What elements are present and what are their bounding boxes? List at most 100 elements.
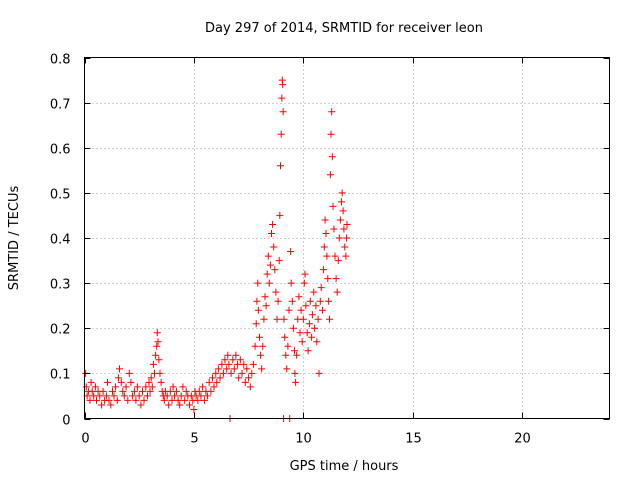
data-point bbox=[160, 396, 168, 404]
data-point bbox=[310, 288, 318, 296]
data-point bbox=[334, 257, 342, 265]
data-point bbox=[105, 396, 113, 404]
data-point bbox=[328, 153, 336, 161]
data-point bbox=[269, 221, 277, 228]
data-point bbox=[223, 365, 231, 373]
data-point bbox=[165, 401, 173, 409]
data-point bbox=[122, 383, 130, 391]
data-point bbox=[300, 279, 308, 287]
data-point bbox=[116, 365, 123, 373]
data-point bbox=[265, 279, 273, 287]
data-point bbox=[331, 252, 339, 260]
data-point bbox=[142, 383, 150, 391]
y-tick-label: 0.7 bbox=[50, 98, 71, 113]
data-point bbox=[109, 387, 116, 395]
data-point bbox=[268, 230, 275, 237]
data-point bbox=[132, 396, 140, 404]
data-point bbox=[212, 369, 220, 377]
data-point bbox=[325, 297, 333, 305]
data-point bbox=[336, 216, 344, 224]
data-point bbox=[281, 333, 289, 341]
data-point bbox=[289, 324, 297, 332]
data-point bbox=[139, 387, 146, 395]
data-point bbox=[324, 275, 332, 283]
data-point bbox=[205, 378, 213, 386]
data-point bbox=[113, 396, 121, 404]
data-point bbox=[93, 396, 100, 404]
data-point bbox=[298, 338, 306, 346]
data-point bbox=[130, 387, 138, 395]
data-point bbox=[248, 369, 256, 377]
data-point bbox=[259, 342, 267, 350]
data-point bbox=[323, 252, 331, 260]
data-point bbox=[254, 306, 262, 314]
data-point bbox=[214, 365, 222, 373]
data-point bbox=[145, 378, 153, 386]
data-point bbox=[332, 275, 340, 283]
data-point bbox=[306, 297, 314, 305]
y-tick-label: 0 bbox=[62, 414, 70, 429]
data-point bbox=[279, 81, 287, 89]
data-point bbox=[257, 351, 265, 359]
data-point bbox=[246, 383, 254, 391]
data-point bbox=[340, 225, 348, 233]
data-point bbox=[90, 392, 98, 400]
data-point bbox=[199, 383, 207, 391]
data-point bbox=[312, 302, 320, 310]
data-point bbox=[317, 284, 325, 292]
data-point bbox=[190, 406, 198, 413]
data-point bbox=[271, 266, 279, 274]
data-point bbox=[218, 360, 226, 368]
data-point bbox=[225, 360, 233, 368]
data-points bbox=[82, 76, 351, 422]
data-point bbox=[99, 387, 107, 395]
data-point bbox=[177, 392, 185, 400]
data-point bbox=[179, 383, 187, 391]
data-point bbox=[273, 315, 281, 323]
data-point bbox=[262, 302, 270, 310]
data-point bbox=[315, 369, 323, 377]
data-point bbox=[146, 387, 154, 395]
data-point bbox=[308, 333, 316, 341]
data-point bbox=[313, 338, 321, 346]
data-point bbox=[120, 392, 128, 400]
data-point bbox=[203, 392, 211, 400]
data-point bbox=[333, 288, 341, 296]
data-point bbox=[278, 94, 286, 102]
data-point bbox=[264, 252, 272, 260]
data-point bbox=[261, 293, 269, 301]
data-point bbox=[195, 387, 203, 395]
y-tick-label: 0.2 bbox=[50, 323, 71, 338]
data-point bbox=[341, 243, 349, 251]
data-point bbox=[314, 315, 322, 323]
data-point bbox=[174, 396, 182, 404]
data-point bbox=[339, 207, 347, 215]
axis-ticks bbox=[84, 57, 610, 420]
x-tick-label: 10 bbox=[295, 432, 312, 447]
data-point bbox=[221, 356, 229, 364]
data-point bbox=[287, 279, 295, 287]
data-point bbox=[326, 315, 333, 323]
data-point bbox=[330, 225, 338, 233]
data-point bbox=[343, 221, 351, 228]
data-point bbox=[127, 378, 135, 386]
data-point bbox=[282, 351, 290, 359]
data-point bbox=[147, 374, 155, 382]
data-point bbox=[322, 230, 330, 237]
data-point bbox=[342, 252, 350, 260]
data-point bbox=[186, 401, 193, 409]
data-point bbox=[280, 315, 288, 323]
data-point bbox=[308, 311, 316, 319]
data-point bbox=[149, 360, 157, 368]
data-point bbox=[154, 338, 162, 346]
data-point bbox=[135, 392, 143, 400]
data-point bbox=[256, 333, 263, 341]
data-point bbox=[133, 383, 141, 391]
data-point bbox=[230, 365, 238, 373]
data-point bbox=[304, 347, 312, 355]
data-point bbox=[137, 401, 145, 409]
data-point bbox=[276, 211, 284, 219]
data-point bbox=[335, 234, 343, 242]
data-point bbox=[112, 383, 120, 391]
data-point bbox=[110, 392, 118, 400]
